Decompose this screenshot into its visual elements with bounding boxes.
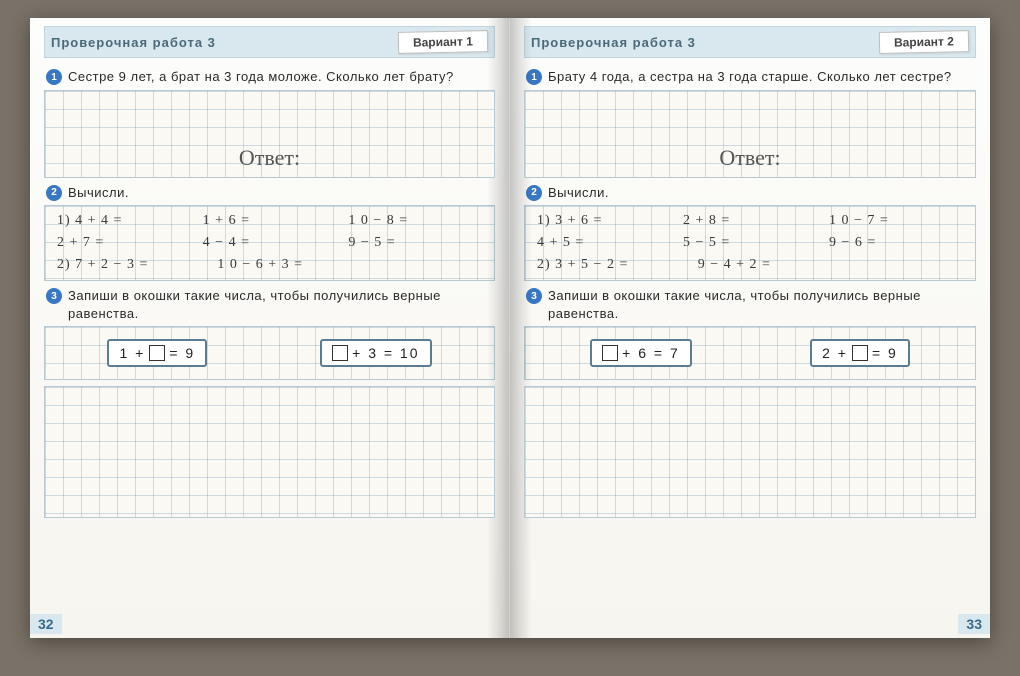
calc-cell: 1) 4 + 4 = xyxy=(51,213,197,229)
task-3: 3 Запиши в окошки такие числа, чтобы пол… xyxy=(524,287,976,518)
equation-row: 1 + = 9 + 3 = 10 xyxy=(44,326,495,380)
calc-grid[interactable]: 1) 3 + 6 = 2 + 8 = 1 0 − 7 = 4 + 5 = 5 −… xyxy=(524,205,976,281)
task-head: 2 Вычисли. xyxy=(44,184,495,202)
calc-row: 4 + 5 = 5 − 5 = 9 − 6 = xyxy=(531,232,969,254)
blank-square-icon[interactable] xyxy=(602,345,618,361)
blank-square-icon[interactable] xyxy=(149,345,165,361)
eq-text: 2 + xyxy=(822,345,848,361)
page-right: Проверочная работа 3 Вариант 2 1 Брату 4… xyxy=(510,18,990,638)
calc-row: 1) 3 + 6 = 2 + 8 = 1 0 − 7 = xyxy=(531,210,969,232)
task-head: 3 Запиши в окошки такие числа, чтобы пол… xyxy=(524,287,976,322)
task-number-badge: 2 xyxy=(526,185,542,201)
calc-cell: 9 − 5 = xyxy=(342,235,488,251)
variant-label: Вариант 2 xyxy=(879,30,969,54)
task-number-badge: 1 xyxy=(46,69,62,85)
task-2: 2 Вычисли. 1) 3 + 6 = 2 + 8 = 1 0 − 7 = … xyxy=(524,184,976,282)
calc-cell: 2 + 8 = xyxy=(677,213,823,229)
task-number-badge: 3 xyxy=(526,288,542,304)
calc-row: 2) 3 + 5 − 2 = 9 − 4 + 2 = xyxy=(531,254,969,276)
calc-cell: 9 − 6 = xyxy=(823,235,969,251)
variant-label: Вариант 1 xyxy=(398,30,488,54)
eq-text: 1 + xyxy=(119,345,145,361)
calc-cell: 4 + 5 = xyxy=(531,235,677,251)
page-header: Проверочная работа 3 Вариант 2 xyxy=(524,26,976,58)
answer-label: Ответ: xyxy=(239,145,300,171)
calc-row: 2 + 7 = 4 − 4 = 9 − 5 = xyxy=(51,232,488,254)
task-head: 2 Вычисли. xyxy=(524,184,976,202)
calc-grid[interactable]: 1) 4 + 4 = 1 + 6 = 1 0 − 8 = 2 + 7 = 4 −… xyxy=(44,205,495,281)
task-title: Вычисли. xyxy=(548,184,609,202)
calc-cell: 2 + 7 = xyxy=(51,235,197,251)
blank-square-icon[interactable] xyxy=(332,345,348,361)
calc-cell: 9 − 4 + 2 = xyxy=(692,257,853,273)
equation-row: + 6 = 7 2 + = 9 xyxy=(524,326,976,380)
page-left: Проверочная работа 3 Вариант 1 1 Сестре … xyxy=(30,18,510,638)
task-number-badge: 1 xyxy=(526,69,542,85)
calc-cell: 4 − 4 = xyxy=(197,235,343,251)
equation-box[interactable]: + 6 = 7 xyxy=(590,339,692,367)
task-3: 3 Запиши в окошки такие числа, чтобы пол… xyxy=(44,287,495,518)
answer-label: Ответ: xyxy=(719,145,780,171)
equation-box[interactable]: 2 + = 9 xyxy=(810,339,910,367)
workbook-spread: Проверочная работа 3 Вариант 1 1 Сестре … xyxy=(30,18,990,638)
calc-cell: 2) 3 + 5 − 2 = xyxy=(531,257,692,273)
eq-text: = 9 xyxy=(169,345,195,361)
eq-text: + 3 = 10 xyxy=(352,345,419,361)
eq-text: = 9 xyxy=(872,345,898,361)
task-1: 1 Сестре 9 лет, а брат на 3 года моложе.… xyxy=(44,68,495,178)
task-text: Запиши в окошки такие числа, чтобы получ… xyxy=(548,287,974,322)
task-text: Сестре 9 лет, а брат на 3 года моложе. С… xyxy=(68,68,454,86)
task-head: 1 Брату 4 года, а сестра на 3 года старш… xyxy=(524,68,976,86)
calc-cell: 2) 7 + 2 − 3 = xyxy=(51,257,211,273)
header-title: Проверочная работа 3 xyxy=(531,35,696,50)
answer-grid[interactable]: Ответ: xyxy=(44,90,495,178)
equation-box[interactable]: + 3 = 10 xyxy=(320,339,431,367)
page-header: Проверочная работа 3 Вариант 1 xyxy=(44,26,495,58)
task-1: 1 Брату 4 года, а сестра на 3 года старш… xyxy=(524,68,976,178)
work-grid[interactable] xyxy=(524,386,976,518)
blank-square-icon[interactable] xyxy=(852,345,868,361)
answer-grid[interactable]: Ответ: xyxy=(524,90,976,178)
task-2: 2 Вычисли. 1) 4 + 4 = 1 + 6 = 1 0 − 8 = … xyxy=(44,184,495,282)
task-head: 3 Запиши в окошки такие числа, чтобы пол… xyxy=(44,287,495,322)
task-number-badge: 2 xyxy=(46,185,62,201)
calc-cell: 1 0 − 8 = xyxy=(342,213,488,229)
page-number: 32 xyxy=(30,614,62,634)
page-number: 33 xyxy=(958,614,990,634)
task-head: 1 Сестре 9 лет, а брат на 3 года моложе.… xyxy=(44,68,495,86)
header-title: Проверочная работа 3 xyxy=(51,35,216,50)
calc-cell: 1 + 6 = xyxy=(197,213,343,229)
calc-cell: 1) 3 + 6 = xyxy=(531,213,677,229)
calc-row: 1) 4 + 4 = 1 + 6 = 1 0 − 8 = xyxy=(51,210,488,232)
calc-row: 2) 7 + 2 − 3 = 1 0 − 6 + 3 = xyxy=(51,254,488,276)
work-grid[interactable] xyxy=(44,386,495,518)
calc-cell: 1 0 − 7 = xyxy=(823,213,969,229)
eq-text: + 6 = 7 xyxy=(622,345,680,361)
task-text: Брату 4 года, а сестра на 3 года старше.… xyxy=(548,68,952,86)
calc-cell: 1 0 − 6 + 3 = xyxy=(211,257,371,273)
calc-cell: 5 − 5 = xyxy=(677,235,823,251)
task-text: Запиши в окошки такие числа, чтобы получ… xyxy=(68,287,493,322)
task-title: Вычисли. xyxy=(68,184,129,202)
task-number-badge: 3 xyxy=(46,288,62,304)
equation-box[interactable]: 1 + = 9 xyxy=(107,339,207,367)
